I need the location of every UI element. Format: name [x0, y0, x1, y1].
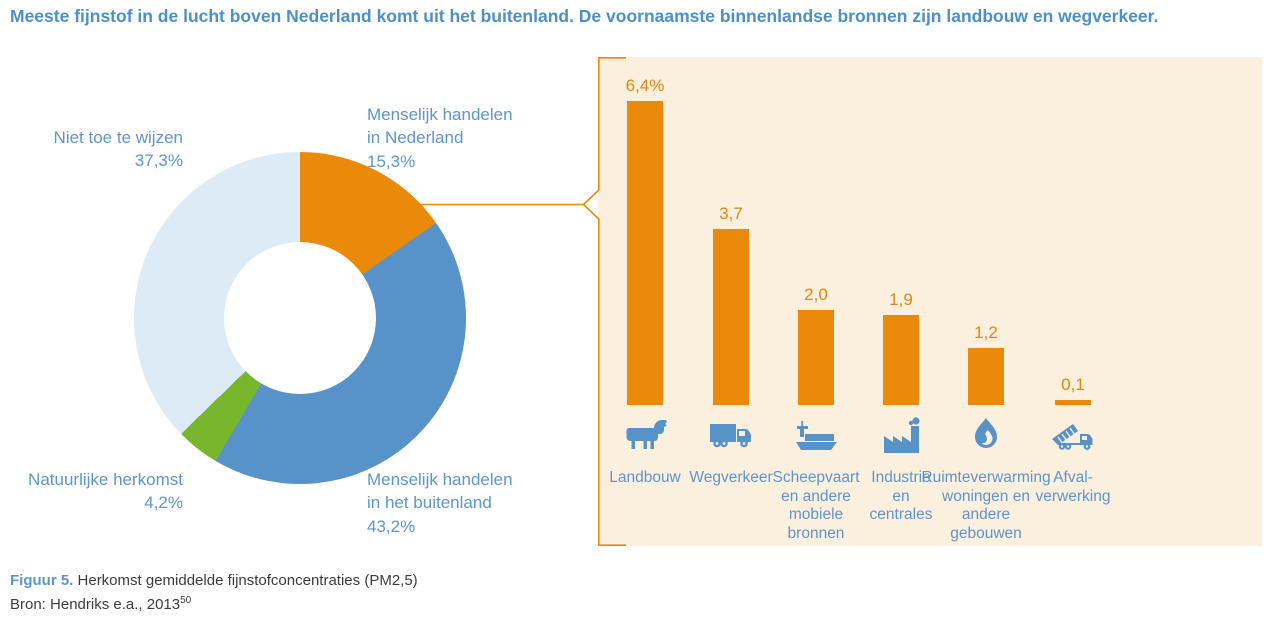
source-footnote-number: 50 — [180, 594, 192, 606]
bar — [713, 229, 749, 405]
bar-chart-panel — [598, 57, 1262, 546]
bar — [883, 314, 919, 405]
bar-category-label: Ruimteverwarming woningen en andere gebo… — [921, 469, 1051, 542]
ship-icon — [796, 421, 837, 450]
figure-caption: Figuur 5. Herkomst gemiddelde fijnstofco… — [10, 570, 418, 616]
bar — [627, 101, 663, 405]
bar-category-label: Landbouw — [609, 469, 681, 486]
donut-label-menselijk-nederland: Menselijk handelen in Nederland 15,3% — [367, 105, 513, 171]
bar-column-ruimteverwarming: 1,2 Ruimteverwarming woningen en andere … — [921, 57, 1050, 546]
bar-column-afvalverwerking: 0,1 Afval- verwerking — [1025, 57, 1121, 546]
caption-line-2: Bron: Hendriks e.a., 201350 — [10, 593, 418, 617]
bar-category-label: Scheepvaart en andere mobiele bronnen — [772, 469, 860, 542]
bar-value-label: 3,7 — [719, 204, 743, 224]
figure-number: Figuur 5. — [10, 572, 74, 589]
bar-category-label: Industrie en centrales — [869, 469, 933, 524]
donut-hole — [224, 242, 376, 394]
figure-title: Meeste fijnstof in de lucht boven Nederl… — [10, 6, 1159, 26]
bar-column-landbouw: 6,4% Landbouw — [597, 57, 693, 546]
bar — [798, 310, 834, 405]
donut-label-niet-toe-te-wijzen: Niet toe te wijzen 37,3% — [53, 128, 183, 171]
caption-line-1: Figuur 5. Herkomst gemiddelde fijnstofco… — [10, 570, 418, 593]
donut-label-menselijk-buitenland: Menselijk handelen in het buitenland 43,… — [367, 470, 513, 536]
bar-value-label: 1,9 — [889, 289, 913, 309]
figure-caption-text: Herkomst gemiddelde fijnstofconcentratie… — [77, 572, 418, 589]
bar-value-label: 0,1 — [1061, 375, 1085, 395]
bar-value-label: 1,2 — [974, 323, 998, 342]
flame-icon — [975, 418, 997, 448]
bar-column-scheepvaart: 2,0 Scheepvaart en andere mobiele bronne… — [768, 57, 864, 546]
bar-category-label: Wegverkeer — [689, 469, 773, 486]
source-text: Bron: Hendriks e.a., 2013 — [10, 595, 181, 613]
bar-column-industrie: 1,9 Industrie en centrales — [853, 57, 949, 546]
truck-icon — [710, 424, 751, 448]
bar-value-label: 2,0 — [804, 285, 828, 304]
bar-value-label: 6,4% — [625, 76, 665, 95]
bar-column-wegverkeer: 3,7 Wegverkeer — [683, 57, 779, 546]
dump-truck-icon — [1052, 424, 1093, 450]
bar — [968, 348, 1004, 405]
bar — [1055, 400, 1091, 405]
bar-category-label: Afval- verwerking — [1035, 469, 1111, 505]
cow-icon — [626, 420, 667, 449]
donut-label-natuurlijke-herkomst: Natuurlijke herkomst 4,2% — [28, 470, 183, 513]
factory-icon — [884, 417, 920, 453]
